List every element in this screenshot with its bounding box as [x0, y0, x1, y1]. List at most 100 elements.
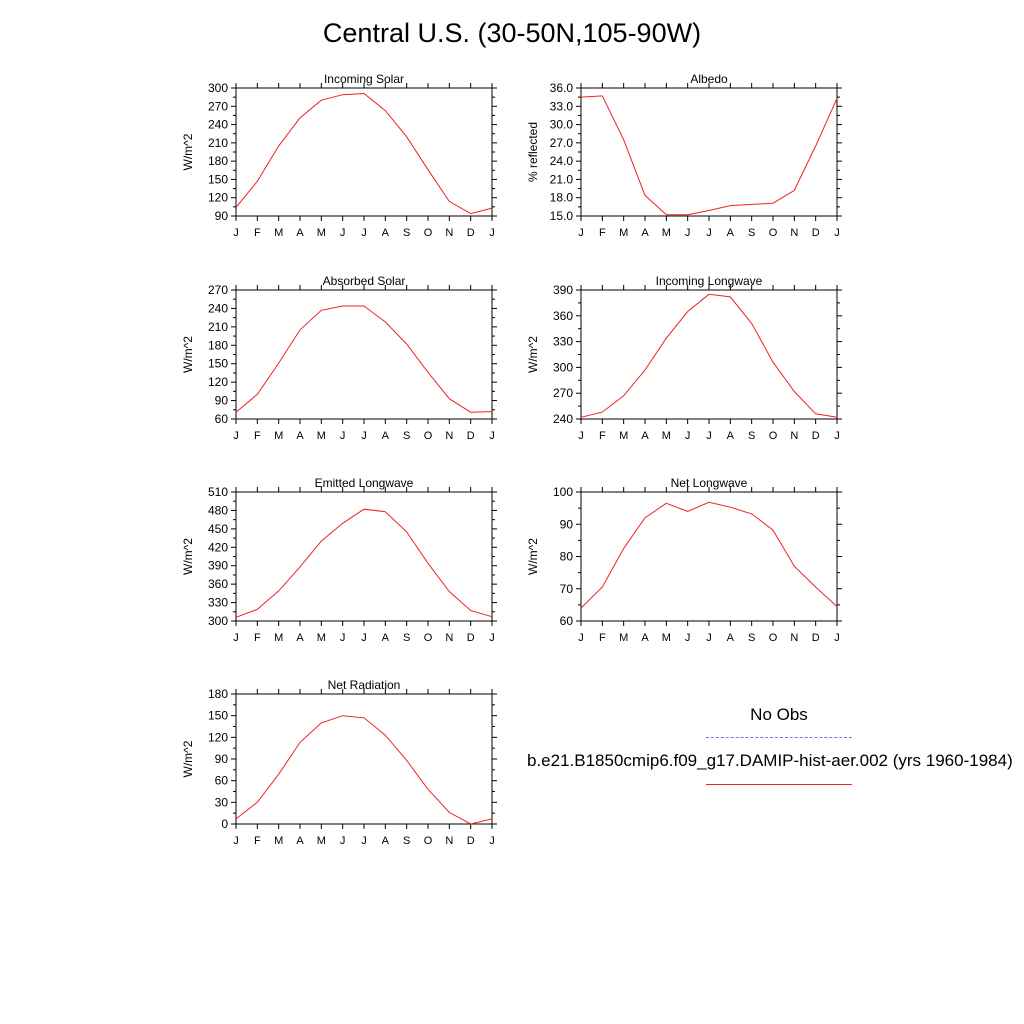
x-tick-label: D — [812, 632, 820, 644]
plot-frame — [235, 491, 493, 622]
y-tick-label: 150 — [208, 357, 228, 371]
y-axis-label: W/m^2 — [526, 336, 540, 373]
legend-no-obs-label: No Obs — [750, 705, 808, 724]
x-tick-label: A — [727, 227, 735, 239]
x-tick-label: N — [445, 835, 453, 847]
x-tick-label: S — [403, 632, 410, 644]
panel-title: Absorbed Solar — [323, 274, 406, 288]
series-line — [580, 293, 838, 418]
x-tick-label: A — [641, 227, 649, 239]
x-tick-label: O — [769, 227, 778, 239]
y-tick-label: 150 — [208, 172, 228, 186]
y-tick-label: 240 — [553, 412, 573, 426]
panel-title: Net Longwave — [671, 476, 748, 490]
y-tick-label: 21.0 — [550, 172, 574, 186]
x-tick-label: J — [340, 632, 346, 644]
x-tick-label: S — [403, 835, 410, 847]
x-tick-label: J — [578, 227, 584, 239]
y-tick-label: 0 — [221, 817, 228, 831]
x-tick-label: A — [382, 430, 390, 442]
x-tick-label: S — [748, 430, 755, 442]
x-tick-label: J — [489, 430, 495, 442]
x-tick-label: J — [706, 227, 712, 239]
y-tick-label: 240 — [208, 301, 228, 315]
series-line — [235, 305, 493, 413]
x-tick-label: J — [489, 227, 495, 239]
x-tick-label: J — [578, 632, 584, 644]
x-tick-label: J — [685, 430, 691, 442]
y-tick-label: 15.0 — [550, 209, 574, 223]
x-tick-label: M — [662, 632, 671, 644]
x-tick-label: F — [254, 430, 261, 442]
x-tick-label: A — [727, 430, 735, 442]
y-tick-label: 270 — [553, 386, 573, 400]
x-tick-label: D — [467, 227, 475, 239]
x-tick-label: S — [748, 632, 755, 644]
y-tick-label: 150 — [208, 709, 228, 723]
y-tick-label: 390 — [553, 283, 573, 297]
x-tick-label: O — [424, 632, 433, 644]
x-tick-label: N — [790, 430, 798, 442]
x-tick-label: M — [274, 632, 283, 644]
x-tick-label: D — [812, 227, 820, 239]
x-tick-label: A — [641, 632, 649, 644]
page-title: Central U.S. (30-50N,105-90W) — [322, 18, 702, 48]
x-tick-label: A — [296, 632, 304, 644]
y-tick-label: 30 — [215, 795, 229, 809]
y-tick-label: 300 — [208, 614, 228, 628]
panel-title: Net Radiation — [328, 678, 401, 692]
x-tick-label: A — [382, 227, 390, 239]
x-tick-label: O — [424, 227, 433, 239]
legend-model-label: b.e21.B1850cmip6.f09_g17.DAMIP-hist-aer.… — [527, 751, 1013, 770]
y-tick-label: 510 — [208, 485, 228, 499]
plot-frame — [580, 87, 838, 217]
chart-panel: Absorbed Solar W/m^2 J F M A M J J A S O N D J 60 90 120 1… — [181, 274, 497, 442]
x-tick-label: J — [706, 430, 712, 442]
x-tick-label: J — [340, 227, 346, 239]
x-tick-label: M — [317, 632, 326, 644]
x-tick-label: J — [706, 632, 712, 644]
y-tick-label: 180 — [208, 338, 228, 352]
y-tick-label: 24.0 — [550, 154, 574, 168]
y-tick-label: 240 — [208, 118, 228, 132]
y-tick-label: 270 — [208, 99, 228, 113]
x-tick-label: F — [599, 632, 606, 644]
x-tick-label: A — [296, 430, 304, 442]
chart-panel: Emitted Longwave W/m^2 J F M A M J J A S O N D J 300 330… — [181, 476, 497, 644]
legend-no-obs-line — [706, 737, 852, 738]
y-tick-label: 100 — [553, 485, 573, 499]
x-tick-label: J — [233, 632, 239, 644]
y-tick-label: 120 — [208, 375, 228, 389]
y-tick-label: 210 — [208, 320, 228, 334]
series-line — [235, 508, 493, 618]
y-tick-label: 330 — [553, 335, 573, 349]
x-tick-label: J — [233, 227, 239, 239]
x-tick-label: N — [445, 430, 453, 442]
y-tick-label: 60 — [215, 412, 229, 426]
y-tick-label: 90 — [215, 394, 229, 408]
y-tick-label: 120 — [208, 191, 228, 205]
x-tick-label: M — [317, 430, 326, 442]
y-tick-label: 36.0 — [550, 81, 574, 95]
x-tick-label: M — [662, 227, 671, 239]
x-tick-label: D — [812, 430, 820, 442]
x-tick-label: S — [403, 430, 410, 442]
x-tick-label: F — [599, 430, 606, 442]
y-tick-label: 180 — [208, 687, 228, 701]
y-tick-label: 450 — [208, 522, 228, 536]
panel-title: Incoming Longwave — [656, 274, 763, 288]
x-tick-label: S — [748, 227, 755, 239]
y-axis-label: W/m^2 — [181, 740, 195, 777]
x-tick-label: D — [467, 632, 475, 644]
y-tick-label: 270 — [208, 283, 228, 297]
x-tick-label: M — [274, 227, 283, 239]
x-tick-label: O — [769, 632, 778, 644]
x-tick-label: O — [769, 430, 778, 442]
panel-title: Albedo — [690, 72, 728, 86]
x-tick-label: J — [233, 835, 239, 847]
series-line — [235, 92, 493, 215]
x-tick-label: A — [382, 632, 390, 644]
series-line — [235, 715, 493, 825]
